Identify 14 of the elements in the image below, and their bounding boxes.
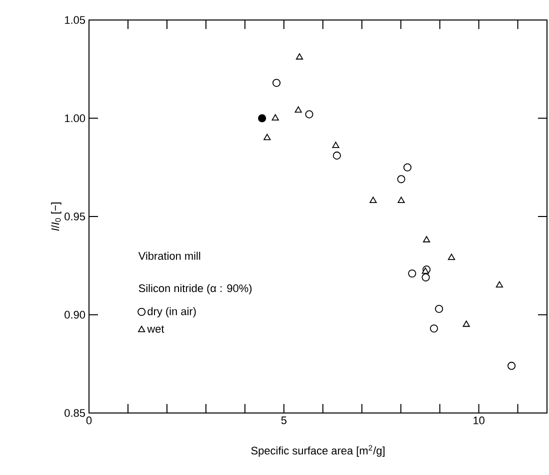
y-tick-label: 1.00 <box>64 114 86 122</box>
y-axis-title: I/I$_{0}$ [−] <box>51 202 62 231</box>
annotation: Silicon nitride (α : 90%) <box>138 284 252 294</box>
x-tick-label: 0 <box>86 416 92 424</box>
y-tick-label: 1.05 <box>64 16 86 24</box>
legend-label: dry (in air) <box>148 307 196 318</box>
y-tick-label: 0.85 <box>64 409 86 417</box>
x-axis-title: Specific surface area [m$^{2}$/g] <box>251 445 384 457</box>
y-tick-label: 0.90 <box>64 310 86 319</box>
annotation: Vibration mill <box>138 252 200 260</box>
x-tick-label: 10 <box>474 416 484 424</box>
y-tick-label: 0.95 <box>64 212 86 220</box>
x-tick-label: 5 <box>281 416 286 424</box>
legend-label: wet <box>147 326 164 333</box>
